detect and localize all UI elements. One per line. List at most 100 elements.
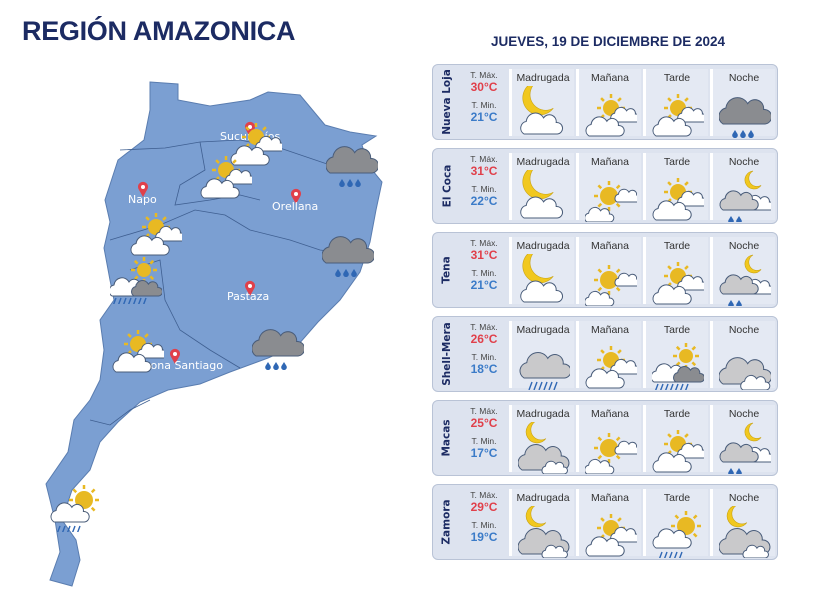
period-cell: Tarde [643, 69, 708, 137]
max-temp-label: T. Máx. [470, 70, 498, 80]
page-title: REGIÓN AMAZONICA [22, 16, 296, 46]
night-partly-cloudy-weather-icon [520, 170, 564, 219]
period-cell: Tarde [643, 405, 708, 473]
period-label: Tarde [663, 324, 691, 336]
sunny-rain-map-icon [50, 485, 99, 535]
city-name: El Coca [441, 164, 453, 208]
sunny-rain-weather-icon [652, 511, 701, 558]
max-temp-label: T. Máx. [470, 406, 498, 416]
rain-showers-map-icon [325, 146, 380, 188]
period-cell: Mañana [576, 321, 641, 389]
province-label: Morona Santiago [130, 359, 223, 372]
period-label: Noche [728, 156, 760, 168]
max-temp-value: 30°C [470, 80, 498, 94]
period-cell: Madrugada [509, 321, 574, 390]
partly-sunny-weather-icon [652, 262, 704, 305]
period-label: Madrugada [516, 408, 570, 420]
location-pin-icon [244, 280, 256, 296]
location-pin-icon [244, 121, 256, 137]
period-label: Mañana [591, 408, 629, 420]
city-name: Tena [440, 256, 453, 284]
forecast-card: Macas T. Máx. 25°C T. Min. 17°C Madrugad… [432, 400, 778, 476]
sun-storm-rain-weather-icon [652, 343, 704, 390]
mostly-sunny-weather-icon [585, 265, 637, 306]
max-temp-label: T. Máx. [470, 322, 498, 332]
period-cell: Madrugada [509, 489, 574, 558]
location-pin-icon [290, 188, 302, 204]
max-temp-value: 29°C [470, 500, 498, 514]
period-label: Mañana [591, 324, 629, 336]
border-line [174, 141, 261, 206]
temperature-block: T. Máx. 25°C T. Min. 17°C [460, 405, 508, 460]
partly-sunny-map-icon [130, 213, 186, 256]
min-temp-value: 21°C [470, 278, 498, 292]
rain-showers-weather-icon [719, 97, 771, 138]
period-cell: Mañana [576, 69, 641, 137]
period-label: Tarde [663, 72, 691, 84]
region-outline [45, 81, 383, 587]
partly-sunny-weather-icon [652, 94, 704, 137]
min-temp-label: T. Min. [471, 268, 497, 278]
forecast-card: Tena T. Máx. 31°C T. Min. 21°C Madrugada… [432, 232, 778, 308]
min-temp-value: 17°C [470, 446, 498, 460]
min-temp-label: T. Min. [471, 184, 497, 194]
period-label: Mañana [591, 240, 629, 252]
cloudy-drizzle-weather-icon [519, 352, 570, 390]
max-temp-label: T. Máx. [470, 154, 498, 164]
period-label: Mañana [591, 156, 629, 168]
period-label: Madrugada [516, 492, 570, 504]
min-temp-label: T. Min. [471, 520, 497, 530]
period-cell: Mañana [576, 405, 641, 474]
night-cloudy-weather-icon [518, 506, 570, 558]
partly-sunny-map-icon [230, 123, 286, 166]
period-cell: Noche [710, 153, 775, 222]
forecast-date: JUEVES, 19 DE DICIEMBRE DE 2024 [490, 34, 726, 49]
max-temp-label: T. Máx. [470, 238, 498, 248]
min-temp-label: T. Min. [471, 436, 497, 446]
temperature-block: T. Máx. 29°C T. Min. 19°C [460, 489, 508, 544]
forecast-card: Shell-Mera T. Máx. 26°C T. Min. 18°C Mad… [432, 316, 778, 392]
period-cell: Tarde [643, 153, 708, 221]
period-cell: Mañana [576, 153, 641, 222]
min-temp-label: T. Min. [471, 352, 497, 362]
period-cell: Madrugada [509, 237, 574, 304]
period-label: Noche [728, 240, 760, 252]
city-name: Nueva Loja [441, 69, 453, 135]
period-cell: Noche [710, 321, 775, 390]
period-cell: Madrugada [509, 153, 574, 220]
mostly-sunny-weather-icon [585, 181, 637, 222]
forecast-card: Nueva Loja T. Máx. 30°C T. Min. 21°C Mad… [432, 64, 778, 140]
max-temp-value: 31°C [470, 248, 498, 262]
partly-sunny-weather-icon [652, 178, 704, 221]
night-cloudy-weather-icon [518, 422, 570, 474]
max-temp-label: T. Máx. [470, 490, 498, 500]
rain-showers-map-icon [321, 236, 376, 278]
cloudy-weather-icon [719, 357, 771, 390]
partly-sunny-weather-icon [585, 94, 637, 137]
temperature-block: T. Máx. 30°C T. Min. 21°C [460, 69, 508, 124]
rain-showers-map-icon [251, 329, 306, 371]
mostly-sunny-weather-icon [585, 433, 637, 474]
period-label: Tarde [663, 492, 691, 504]
night-cloudy-rain-weather-icon [719, 170, 771, 222]
forecast-card: El Coca T. Máx. 31°C T. Min. 22°C Madrug… [432, 148, 778, 224]
max-temp-value: 31°C [470, 164, 498, 178]
night-cloudy-rain-weather-icon [719, 422, 771, 474]
period-cell: Noche [710, 237, 775, 306]
period-cell: Tarde [643, 237, 708, 305]
period-cell: Tarde [643, 489, 708, 558]
temperature-block: T. Máx. 31°C T. Min. 21°C [460, 237, 508, 292]
border-line [129, 259, 241, 369]
period-label: Tarde [663, 156, 691, 168]
city-name: Macas [441, 419, 453, 457]
province-label: Orellana [272, 200, 319, 213]
night-cloudy-rain-weather-icon [719, 254, 771, 306]
period-label: Mañana [591, 72, 629, 84]
period-cell: Madrugada [509, 69, 574, 136]
location-pin-icon [169, 348, 181, 364]
period-label: Madrugada [516, 72, 570, 84]
period-cell: Noche [710, 69, 775, 138]
forecast-card: Zamora T. Máx. 29°C T. Min. 19°C Madruga… [432, 484, 778, 560]
period-label: Madrugada [516, 240, 570, 252]
period-cell: Noche [710, 489, 775, 558]
